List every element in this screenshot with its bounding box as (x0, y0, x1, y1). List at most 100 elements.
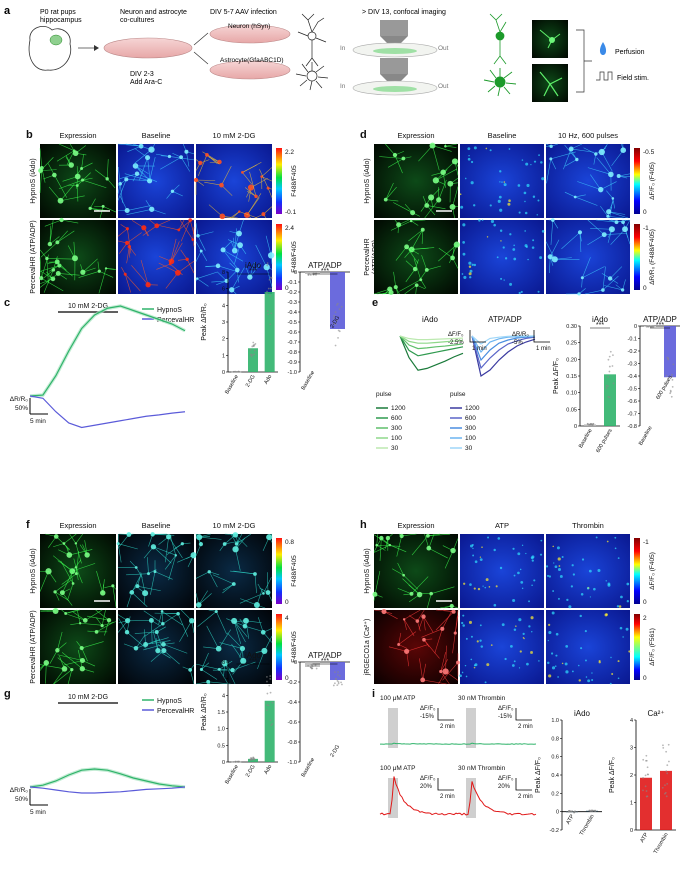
micrograph (459, 610, 544, 684)
cell-body (217, 159, 222, 165)
image-background (460, 220, 544, 294)
category-label: ATP (639, 832, 650, 844)
cell-process (126, 631, 147, 649)
stimulus-label: 100 μM ATP (380, 765, 415, 772)
scale-value-y: 20% (420, 784, 433, 790)
cell-body (198, 542, 203, 547)
cell-process (423, 616, 434, 633)
noise-speckle (546, 574, 550, 577)
cell-process (143, 610, 164, 624)
cell-process (587, 219, 605, 235)
cell-body (232, 532, 239, 538)
image-background (118, 144, 194, 218)
cell-process (435, 168, 457, 181)
cell-process (579, 232, 582, 253)
cell-body (124, 208, 130, 214)
y-tick-label: 0.2 (551, 791, 559, 797)
data-point (250, 354, 253, 357)
noise-speckle (541, 230, 545, 233)
colorbar-label: F488/F405 (291, 165, 298, 197)
image-background (460, 534, 544, 608)
cell-process (404, 609, 421, 620)
cell-process (195, 571, 210, 579)
noise-speckle (499, 208, 503, 212)
noise-speckle (523, 191, 527, 195)
data-point (232, 370, 235, 373)
cell-body (145, 282, 151, 288)
data-point (649, 325, 652, 328)
cell-process (575, 194, 586, 198)
cell-body (601, 288, 605, 292)
column-title: Expression (59, 131, 96, 140)
data-point (670, 375, 673, 378)
cell-body (126, 532, 132, 537)
data-point (250, 758, 252, 761)
noise-speckle (468, 261, 472, 265)
cell-body (402, 618, 406, 621)
cell-process (156, 631, 162, 646)
data-point (338, 675, 341, 677)
cell-body (240, 657, 247, 665)
cell-body (266, 186, 270, 190)
cell-process (438, 179, 447, 200)
cell-body (420, 677, 426, 683)
neuron-icon (297, 13, 327, 67)
noise-speckle (493, 603, 497, 607)
cell-process (445, 146, 457, 148)
cell-body (247, 184, 255, 191)
image-background (460, 610, 544, 684)
cell-body (237, 242, 243, 249)
data-point (267, 313, 270, 316)
noise-speckle (493, 223, 496, 227)
noise-speckle (512, 248, 516, 251)
noise-speckle (501, 181, 503, 183)
cell-process (411, 535, 429, 556)
cell-body (153, 570, 157, 574)
cell-body (397, 643, 401, 646)
cell-process (165, 272, 179, 289)
cell-body (214, 609, 218, 614)
cell-body (385, 535, 391, 541)
cell-process (406, 246, 419, 264)
cell-process (208, 571, 218, 588)
cell-process (73, 558, 77, 568)
data-point (314, 664, 317, 667)
legend-label: 600 (465, 415, 476, 422)
data-point (671, 373, 673, 376)
cell-body (456, 660, 460, 665)
cell-process (156, 263, 171, 270)
cell-process (49, 650, 58, 664)
cell-process (154, 612, 179, 615)
y-tick-label: -0.8 (628, 424, 637, 430)
data-point (666, 782, 669, 785)
panel-b: b Expression Baseline 10 mM 2-DG HypnoS (iAd… (26, 129, 298, 295)
cell-process (411, 576, 429, 595)
cell-process (61, 219, 79, 224)
image-background (118, 220, 194, 294)
colorbar-min: 0 (643, 209, 647, 216)
noise-speckle (617, 557, 620, 560)
noise-speckle (479, 558, 483, 562)
cell-body (404, 244, 410, 250)
cell-process (376, 544, 401, 547)
data-point (609, 350, 612, 353)
cell-process (67, 669, 73, 685)
noise-speckle (490, 219, 495, 224)
data-point (337, 336, 339, 339)
data-point (237, 760, 240, 763)
data-point (608, 370, 611, 373)
cell-process (438, 244, 457, 262)
cell-body (97, 269, 101, 273)
noise-speckle (554, 665, 557, 667)
data-point (605, 384, 608, 387)
panel-i: i 100 μM ATP ΔF/F₀ -15% 2 min 30 nM Thrombin Δ… (372, 688, 676, 855)
cell-process (575, 196, 598, 206)
cell-process (76, 609, 81, 624)
bar (248, 758, 258, 762)
cell-process (156, 219, 171, 227)
cell-process (263, 577, 272, 594)
cell-process (126, 232, 142, 244)
data-point (669, 389, 672, 392)
cell-body (575, 157, 579, 162)
cell-body (231, 617, 238, 624)
